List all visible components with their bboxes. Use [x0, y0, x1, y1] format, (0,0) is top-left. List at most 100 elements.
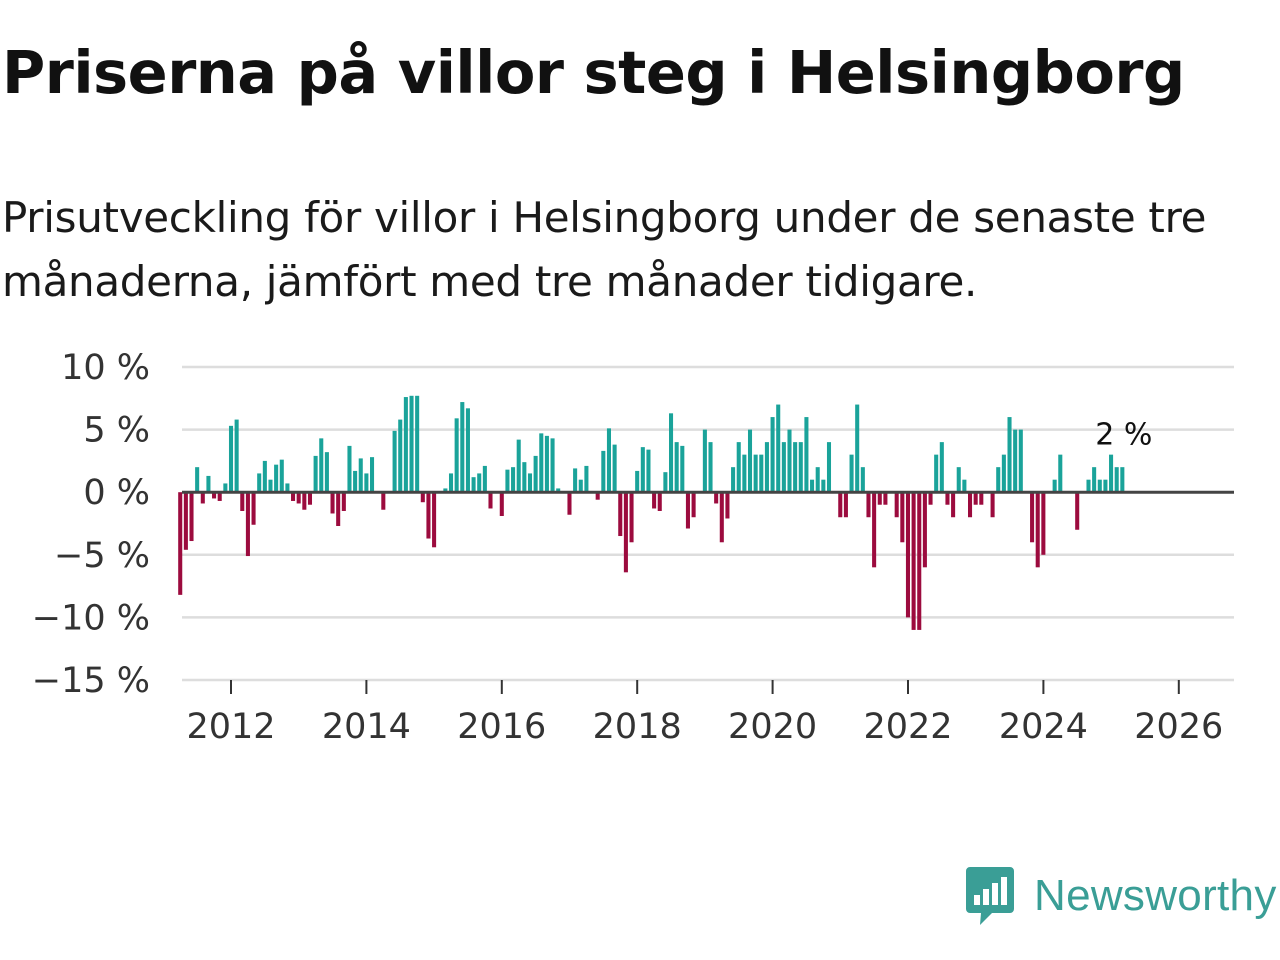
- bars: [178, 395, 1125, 630]
- bar: [223, 483, 228, 493]
- bar: [567, 492, 572, 515]
- y-tick-label: 10 %: [61, 348, 150, 388]
- bar: [460, 402, 465, 493]
- bar: [432, 492, 437, 548]
- bar: [251, 492, 256, 525]
- bar: [189, 492, 194, 542]
- bar: [787, 429, 792, 493]
- bar: [1035, 492, 1040, 568]
- bar: [652, 492, 657, 509]
- bar: [883, 492, 888, 505]
- y-tick-label: −15 %: [32, 661, 150, 701]
- bar: [370, 457, 375, 493]
- bar: [347, 445, 352, 493]
- bar: [1007, 417, 1012, 493]
- bar: [336, 492, 341, 526]
- bar: [702, 429, 707, 493]
- bar: [482, 465, 487, 493]
- bar: [962, 479, 967, 493]
- bar: [296, 492, 301, 504]
- bar: [939, 442, 944, 493]
- bar: [1097, 479, 1102, 493]
- bar: [505, 469, 510, 493]
- bar: [522, 462, 527, 493]
- bar: [1120, 467, 1125, 493]
- x-tick-label: 2016: [457, 707, 546, 747]
- bar: [302, 492, 307, 510]
- bar: [640, 447, 645, 493]
- bar: [956, 467, 961, 493]
- bar: [178, 492, 183, 595]
- bar: [973, 492, 978, 505]
- bar: [341, 492, 346, 511]
- x-tick-label: 2026: [1134, 707, 1223, 747]
- bar: [759, 454, 764, 493]
- bar: [855, 404, 860, 493]
- y-tick-label: −5 %: [54, 536, 150, 576]
- bar: [262, 460, 267, 493]
- bar: [319, 438, 324, 493]
- bar: [917, 492, 922, 630]
- bar: [330, 492, 335, 514]
- bar: [838, 492, 843, 518]
- bar: [533, 455, 538, 493]
- bar: [477, 473, 482, 493]
- bar: [635, 470, 640, 493]
- bar: [511, 467, 516, 493]
- bar: [810, 479, 815, 493]
- bar: [753, 454, 758, 493]
- bar: [911, 492, 916, 630]
- bar: [465, 408, 470, 493]
- bar: [291, 492, 296, 501]
- x-tick-label: 2012: [186, 707, 275, 747]
- bar: [979, 492, 984, 505]
- bar: [1109, 454, 1114, 493]
- newsworthy-logo-icon: [966, 867, 1014, 925]
- bar: [398, 419, 403, 493]
- bar: [618, 492, 623, 537]
- bar: [736, 442, 741, 493]
- bar: [691, 492, 696, 518]
- x-tick-label: 2022: [863, 707, 952, 747]
- bar: [860, 467, 865, 493]
- bar: [499, 492, 504, 516]
- bar: [1058, 454, 1063, 493]
- y-tick-label: 0 %: [83, 473, 150, 513]
- bar: [629, 492, 634, 543]
- bar: [420, 492, 425, 503]
- bar: [669, 413, 674, 493]
- bar: [573, 468, 578, 493]
- bar: [1013, 429, 1018, 493]
- bar: [872, 492, 877, 568]
- bar: [403, 397, 408, 493]
- bar: [595, 492, 600, 500]
- bar: [646, 449, 651, 493]
- bar: [279, 459, 284, 493]
- bar: [285, 483, 290, 493]
- bar: [1052, 479, 1057, 493]
- bar: [804, 417, 809, 493]
- bar: [781, 442, 786, 493]
- bar: [1030, 492, 1035, 543]
- newsworthy-logo[interactable]: Newsworthy: [964, 864, 1277, 928]
- bar: [257, 473, 262, 493]
- bar: [454, 418, 459, 493]
- bar: [674, 442, 679, 493]
- bar: [663, 472, 668, 493]
- bar: [584, 465, 589, 493]
- bar: [1103, 479, 1108, 493]
- bar: [680, 445, 685, 493]
- bar: [714, 492, 719, 504]
- bar: [183, 492, 188, 550]
- bar: [996, 467, 1001, 493]
- bar: [821, 479, 826, 493]
- bar: [245, 492, 250, 557]
- bar: [1001, 454, 1006, 493]
- bar: [776, 404, 781, 493]
- bar: [685, 492, 690, 529]
- bar: [928, 492, 933, 505]
- bar: [742, 454, 747, 493]
- bar: [922, 492, 927, 568]
- x-tick-label: 2014: [322, 707, 411, 747]
- bar: [764, 442, 769, 493]
